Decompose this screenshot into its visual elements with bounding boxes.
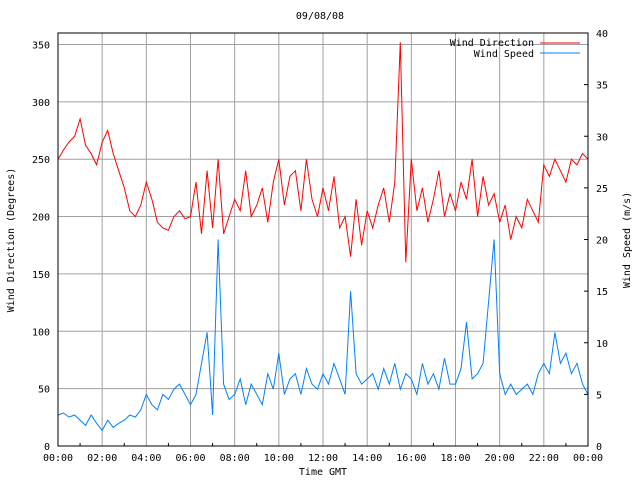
x-axis-label: Time GMT xyxy=(299,467,347,478)
y2-tick-label: 10 xyxy=(596,339,608,350)
y-tick-label: 50 xyxy=(38,385,50,396)
x-tick-label: 08:00 xyxy=(220,453,250,464)
x-tick-label: 04:00 xyxy=(131,453,161,464)
y2-tick-label: 0 xyxy=(596,442,602,453)
y2-tick-label: 30 xyxy=(596,132,608,143)
tick-labels: 00:00 02:00 04:00 06:00 08:00 10:00 12:00 14:00… xyxy=(32,29,608,464)
legend: Wind Direction Wind Speed xyxy=(450,38,580,60)
y-tick-label: 100 xyxy=(32,327,50,338)
y2-tick-label: 35 xyxy=(596,81,608,92)
y-tick-label: 150 xyxy=(32,270,50,281)
y-tick-label: 350 xyxy=(32,40,50,51)
y-tick-label: 200 xyxy=(32,213,50,224)
x-tick-label: 12:00 xyxy=(308,453,338,464)
y2-tick-label: 40 xyxy=(596,29,608,40)
y2-tick-label: 25 xyxy=(596,184,608,195)
y2-tick-label: 20 xyxy=(596,236,608,247)
legend-label-direction: Wind Direction xyxy=(450,38,534,49)
x-tick-label: 18:00 xyxy=(440,453,470,464)
y-axis-label: Wind Direction (Degrees) xyxy=(6,168,17,313)
y2-tick-label: 15 xyxy=(596,287,608,298)
y-tick-label: 250 xyxy=(32,155,50,166)
x-tick-label: 06:00 xyxy=(175,453,205,464)
y-tick-label: 0 xyxy=(44,442,50,453)
x-tick-label: 16:00 xyxy=(396,453,426,464)
legend-label-speed: Wind Speed xyxy=(474,49,534,60)
x-tick-label: 20:00 xyxy=(485,453,515,464)
chart-title: 09/08/08 xyxy=(296,11,344,22)
x-tick-label: 00:00 xyxy=(573,453,603,464)
x-tick-label: 10:00 xyxy=(264,453,294,464)
plot-frame xyxy=(57,32,589,447)
y-tick-label: 300 xyxy=(32,98,50,109)
y2-tick-label: 5 xyxy=(596,390,602,401)
series-line-wind-direction xyxy=(57,42,589,263)
grid xyxy=(58,32,588,447)
x-tick-label: 14:00 xyxy=(352,453,382,464)
series-lines xyxy=(57,42,589,432)
series-line-wind-speed xyxy=(57,239,589,432)
x-tick-label: 22:00 xyxy=(529,453,559,464)
y2-axis-label: Wind Speed (m/s) xyxy=(622,192,633,288)
x-tick-label: 00:00 xyxy=(43,453,73,464)
x-tick-label: 02:00 xyxy=(87,453,117,464)
